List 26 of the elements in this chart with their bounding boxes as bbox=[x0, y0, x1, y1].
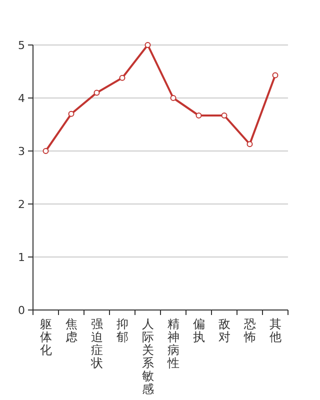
y-tick-label: 2 bbox=[18, 198, 25, 211]
x-tick-label: 偏执 bbox=[192, 317, 205, 344]
point bbox=[42, 148, 49, 154]
x-tick-label: 人际关系敏感 bbox=[142, 317, 154, 396]
x-tick-label: 其他 bbox=[269, 317, 282, 344]
point bbox=[170, 95, 176, 101]
point bbox=[119, 74, 126, 81]
x-tick-label: 躯体化 bbox=[40, 317, 52, 357]
point bbox=[221, 112, 228, 118]
x-tick-label: 焦虑 bbox=[65, 317, 78, 344]
x-tick-label: 恐怖 bbox=[242, 317, 256, 344]
x-tick-label: 精神病性 bbox=[166, 317, 180, 370]
y-tick-label: 5 bbox=[18, 39, 25, 52]
y-tick-label: 4 bbox=[18, 92, 25, 105]
point bbox=[144, 42, 151, 48]
point bbox=[94, 90, 100, 96]
y-tick-label: 0 bbox=[18, 304, 25, 317]
point bbox=[272, 72, 278, 78]
point bbox=[196, 112, 202, 118]
x-tick-label: 敌对 bbox=[218, 317, 230, 344]
point bbox=[246, 141, 253, 148]
x-tick-label: 强迫症状 bbox=[90, 317, 103, 370]
point bbox=[68, 110, 74, 117]
y-tick-label: 1 bbox=[18, 251, 25, 264]
x-tick-label: 抑郁 bbox=[116, 317, 128, 344]
y-tick-label: 3 bbox=[18, 145, 25, 158]
